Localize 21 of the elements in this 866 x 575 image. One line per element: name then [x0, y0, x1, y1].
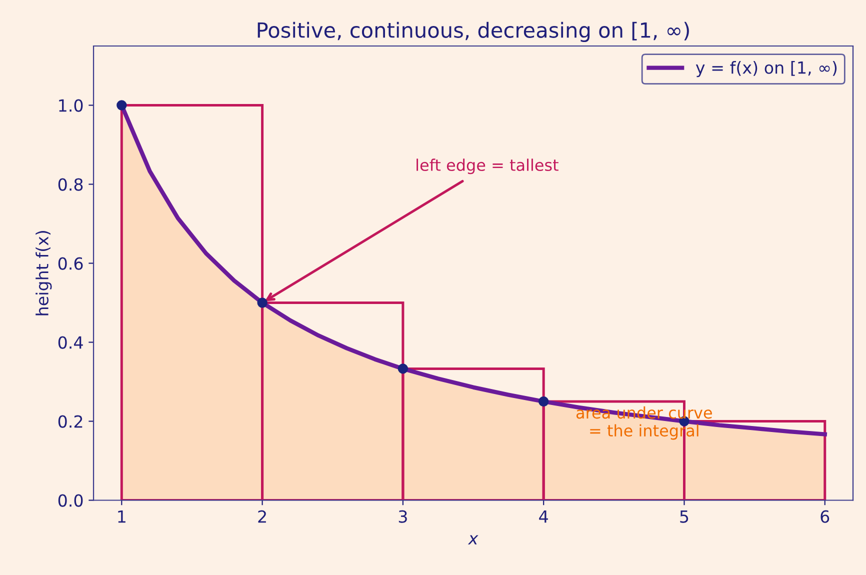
x-tick-label: 2	[258, 510, 266, 523]
point	[257, 298, 268, 308]
chart-title: Positive, continuous, decreasing on [1, ∞)	[258, 22, 689, 42]
x-tick-label: 5	[680, 510, 688, 523]
point	[116, 100, 127, 110]
x-axis-title: x	[468, 535, 478, 544]
x-tick-label: 6	[820, 510, 830, 523]
x-tick-label: 3	[398, 510, 407, 523]
x-tick-label: 1	[118, 510, 126, 523]
y-tick-label: 0.0	[58, 494, 83, 507]
y-tick-label: 0.8	[58, 178, 83, 191]
y-tick-label: 0.6	[58, 257, 83, 270]
point	[398, 364, 408, 374]
y-tick-label: 0.2	[58, 415, 82, 428]
point	[538, 396, 549, 407]
y-tick-label: 0.4	[58, 336, 83, 349]
annotation: left edge = tallest	[416, 158, 558, 174]
y-tick-label: 1.0	[59, 99, 83, 112]
y-axis-title: height f(x)	[36, 230, 52, 316]
x-tick-label: 4	[539, 510, 548, 523]
legend-label: y = f(x) on [1, ∞)	[696, 61, 837, 78]
